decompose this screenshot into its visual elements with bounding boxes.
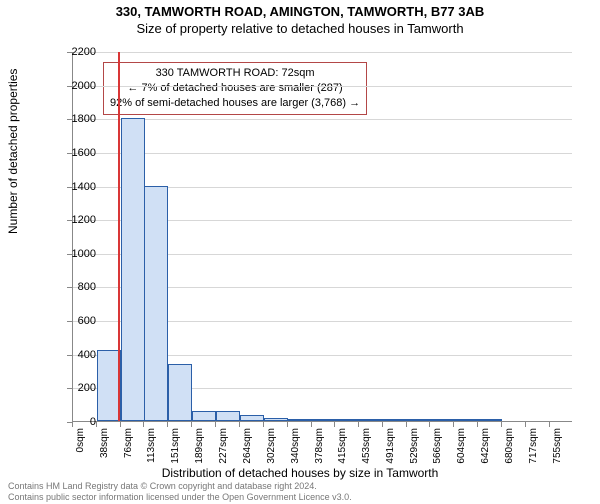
histogram-bar — [407, 419, 431, 421]
chart-title: 330, TAMWORTH ROAD, AMINGTON, TAMWORTH, … — [0, 4, 600, 19]
xtick-mark — [429, 422, 430, 427]
histogram-bar — [383, 419, 407, 421]
xtick-mark — [167, 422, 168, 427]
marker-line — [118, 52, 120, 421]
histogram-bar — [144, 186, 168, 421]
xtick-label: 76sqm — [123, 428, 134, 468]
xtick-mark — [406, 422, 407, 427]
x-axis-label: Distribution of detached houses by size … — [0, 466, 600, 480]
xtick-label: 340sqm — [290, 428, 301, 468]
xtick-mark — [477, 422, 478, 427]
histogram-bar — [192, 411, 216, 421]
ytick-mark — [67, 86, 72, 87]
histogram-bar — [264, 418, 288, 421]
histogram-bar — [430, 419, 454, 421]
xtick-label: 0sqm — [75, 428, 86, 468]
gridline — [73, 86, 572, 87]
histogram-bar — [454, 419, 478, 421]
annotation-line-3: 92% of semi-detached houses are larger (… — [110, 96, 360, 111]
xtick-mark — [263, 422, 264, 427]
annotation-line-2: ← 7% of detached houses are smaller (287… — [110, 81, 360, 96]
xtick-mark — [382, 422, 383, 427]
xtick-label: 604sqm — [456, 428, 467, 468]
xtick-label: 453sqm — [361, 428, 372, 468]
gridline — [73, 119, 572, 120]
histogram-bar — [121, 118, 145, 421]
ytick-mark — [67, 388, 72, 389]
annotation-box: 330 TAMWORTH ROAD: 72sqm ← 7% of detache… — [103, 62, 367, 115]
xtick-label: 189sqm — [194, 428, 205, 468]
xtick-mark — [143, 422, 144, 427]
xtick-label: 642sqm — [480, 428, 491, 468]
ytick-mark — [67, 355, 72, 356]
xtick-label: 491sqm — [385, 428, 396, 468]
gridline — [73, 52, 572, 53]
xtick-mark — [501, 422, 502, 427]
ytick-mark — [67, 321, 72, 322]
xtick-mark — [191, 422, 192, 427]
ytick-mark — [67, 254, 72, 255]
y-axis-label: Number of detached properties — [6, 69, 20, 234]
xtick-mark — [239, 422, 240, 427]
annotation-line-1: 330 TAMWORTH ROAD: 72sqm — [110, 66, 360, 81]
xtick-label: 302sqm — [266, 428, 277, 468]
xtick-mark — [72, 422, 73, 427]
histogram-bar — [240, 415, 264, 421]
histogram-bar — [288, 419, 312, 421]
ytick-mark — [67, 119, 72, 120]
footer-line-2: Contains public sector information licen… — [8, 492, 352, 502]
footer-attribution: Contains HM Land Registry data © Crown c… — [8, 481, 352, 502]
histogram-bar — [97, 350, 121, 421]
xtick-mark — [453, 422, 454, 427]
xtick-label: 566sqm — [432, 428, 443, 468]
xtick-mark — [358, 422, 359, 427]
histogram-bar — [168, 364, 192, 421]
xtick-mark — [334, 422, 335, 427]
xtick-label: 415sqm — [337, 428, 348, 468]
xtick-mark — [287, 422, 288, 427]
xtick-label: 151sqm — [170, 428, 181, 468]
ytick-mark — [67, 287, 72, 288]
xtick-label: 529sqm — [409, 428, 420, 468]
xtick-label: 717sqm — [528, 428, 539, 468]
footer-line-1: Contains HM Land Registry data © Crown c… — [8, 481, 352, 491]
xtick-label: 113sqm — [146, 428, 157, 468]
xtick-mark — [525, 422, 526, 427]
xtick-mark — [96, 422, 97, 427]
chart-plot-area: 330 TAMWORTH ROAD: 72sqm ← 7% of detache… — [72, 52, 572, 422]
histogram-bar — [312, 419, 336, 421]
chart-subtitle: Size of property relative to detached ho… — [0, 21, 600, 36]
gridline — [73, 153, 572, 154]
xtick-mark — [549, 422, 550, 427]
xtick-label: 38sqm — [99, 428, 110, 468]
xtick-label: 680sqm — [504, 428, 515, 468]
ytick-mark — [67, 52, 72, 53]
xtick-label: 755sqm — [552, 428, 563, 468]
histogram-bar — [216, 411, 240, 421]
xtick-mark — [120, 422, 121, 427]
xtick-label: 264sqm — [242, 428, 253, 468]
histogram-bar — [359, 419, 383, 421]
xtick-label: 227sqm — [218, 428, 229, 468]
histogram-bar — [478, 419, 502, 421]
ytick-mark — [67, 220, 72, 221]
ytick-mark — [67, 153, 72, 154]
xtick-label: 378sqm — [314, 428, 325, 468]
xtick-mark — [215, 422, 216, 427]
xtick-mark — [311, 422, 312, 427]
histogram-bar — [335, 419, 359, 421]
ytick-mark — [67, 187, 72, 188]
